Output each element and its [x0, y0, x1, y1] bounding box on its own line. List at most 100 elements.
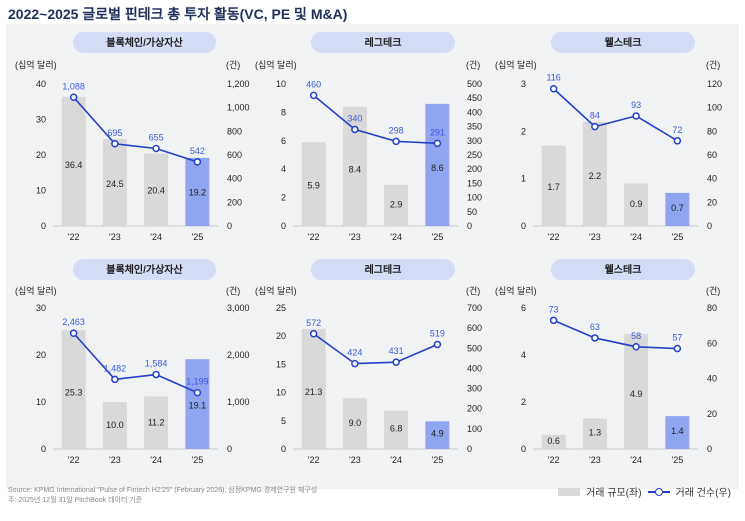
chart5-bar-label: 9.0	[349, 418, 362, 428]
chart6-y2-tick: 20	[707, 409, 717, 419]
chart4-bar-label: 10.0	[106, 420, 124, 430]
chart3-line-label: 84	[590, 111, 600, 121]
chart4-right-unit: (건)	[226, 286, 240, 296]
chart2-line-point	[309, 91, 318, 100]
chart4-bar	[102, 402, 127, 449]
chart4-line-point	[193, 388, 202, 397]
chart2-line-series	[313, 94, 438, 145]
chart5-y2-tick: 600	[467, 323, 482, 333]
chart6-title-pill	[551, 259, 695, 280]
chart1-y2-tick: 0	[227, 221, 232, 231]
chart6-bar-label: 1.3	[589, 427, 602, 437]
chart2-left-unit: (십억 달러)	[255, 59, 297, 70]
chart6-y2-tick: 0	[707, 444, 712, 454]
chart5-y2-tick: 200	[467, 404, 482, 414]
chart2-y2-tick: 100	[467, 193, 482, 203]
chart4-line-label: 1,482	[104, 363, 127, 373]
chart6-bar	[541, 434, 566, 449]
chart4-x-tick: '24	[150, 455, 162, 465]
chart2-y2-tick: 250	[467, 150, 482, 160]
chart5-y2-tick: 100	[467, 424, 482, 434]
chart1-line-point	[69, 93, 78, 102]
chart3-y2-tick: 0	[707, 221, 712, 231]
chart2-bar	[425, 103, 450, 226]
chart4-line-label: 1,199	[186, 377, 209, 387]
chart3-line-series	[553, 88, 678, 142]
chart6-x-tick: '23	[589, 455, 601, 465]
chart5-line-label: 519	[430, 328, 445, 338]
chart3-x-tick: '22	[548, 232, 560, 242]
chart3-y2-tick: 20	[707, 197, 717, 207]
chart3-line-label: 72	[672, 125, 682, 135]
chart5-bar-label: 4.9	[431, 429, 444, 439]
chart6-x-tick: '25	[672, 455, 684, 465]
chart2-y2-tick: 450	[467, 93, 482, 103]
chart5-y-tick: 5	[281, 416, 286, 426]
chart2-y-tick: 4	[281, 164, 286, 174]
chart5-y-tick: 15	[276, 359, 286, 369]
chart1-bar	[185, 157, 210, 226]
chart2-line-point	[433, 139, 442, 148]
chart1-line-label: 1,088	[62, 81, 85, 91]
chart4-bar	[144, 396, 169, 449]
chart2-line-label: 298	[389, 125, 404, 135]
chart3-x-tick: '25	[672, 232, 684, 242]
chart2-y2-tick: 0	[467, 221, 472, 231]
chart4-bar	[61, 330, 86, 449]
chart5-bar	[342, 398, 367, 449]
chart6-y-tick: 2	[521, 397, 526, 407]
chart5-line-label: 424	[347, 348, 362, 358]
chart4-left-unit: (십억 달러)	[15, 285, 57, 296]
legend-bar-label: 거래 규모(좌)	[586, 488, 642, 499]
chart5-x-tick: '22	[308, 455, 320, 465]
chart2-bar-label: 2.9	[390, 199, 403, 209]
chart2-bar	[301, 142, 326, 226]
chart4-bar-label: 19.1	[189, 401, 207, 411]
chart3-y-tick: 3	[521, 79, 526, 89]
chart4-y2-tick: 1,000	[227, 397, 250, 407]
chart1-y-tick: 20	[36, 150, 46, 160]
chart3-line-label: 93	[631, 100, 641, 110]
chart5-line-point	[433, 340, 442, 349]
page-title: 2022~2025 글로벌 핀테크 총 투자 활동(VC, PE 및 M&A)	[8, 6, 348, 22]
chart6-line-point	[673, 344, 682, 353]
chart3-line-point	[673, 137, 682, 145]
chart2-x-tick: '23	[349, 232, 361, 242]
chart1-line-point	[111, 140, 119, 148]
chart6-line-label: 73	[549, 304, 559, 314]
chart4-x-tick: '23	[109, 455, 121, 465]
chart2-line-label: 340	[347, 113, 362, 123]
chart5-line-label: 431	[389, 346, 404, 356]
chart1-bar-label: 36.4	[65, 160, 83, 170]
chart3-x-tick: '24	[630, 232, 642, 242]
chart6-line-point	[632, 343, 640, 351]
chart1-y-tick: 40	[36, 79, 46, 89]
chart3-bar	[541, 145, 566, 226]
chart2-bar-label: 5.9	[307, 180, 320, 190]
chart5-y-tick: 20	[276, 331, 286, 341]
chart2-y-tick: 6	[281, 136, 286, 146]
chart6-line-series	[553, 319, 678, 350]
chart3-bar-label: 0.7	[671, 203, 684, 213]
chart1-line-point	[193, 158, 202, 166]
chart4-y2-tick: 2,000	[227, 350, 250, 360]
chart2-line-label: 291	[430, 127, 445, 137]
chart5-y-tick: 25	[276, 303, 286, 313]
chart1-bar-label: 19.2	[189, 187, 207, 197]
chart1-line-series	[73, 96, 198, 163]
chart3-title-pill	[551, 32, 695, 53]
chart2-y-tick: 8	[281, 107, 286, 117]
chart6-line-point	[591, 334, 599, 342]
chart1-y-tick: 0	[41, 221, 46, 231]
chart3-bar	[665, 192, 690, 226]
chart1-y2-tick: 600	[227, 150, 242, 160]
chart4-y-tick: 10	[36, 397, 46, 407]
chart1-y-tick: 10	[36, 186, 46, 196]
chart2-right-unit: (건)	[466, 60, 480, 70]
chart5-line-point	[392, 358, 400, 366]
chart5-line-series	[313, 333, 438, 365]
chart2-bar-label: 8.4	[349, 164, 362, 174]
chart4-y2-tick: 0	[227, 444, 232, 454]
chart3-left-unit: (십억 달러)	[495, 59, 537, 70]
chart2-y2-tick: 50	[467, 207, 477, 217]
